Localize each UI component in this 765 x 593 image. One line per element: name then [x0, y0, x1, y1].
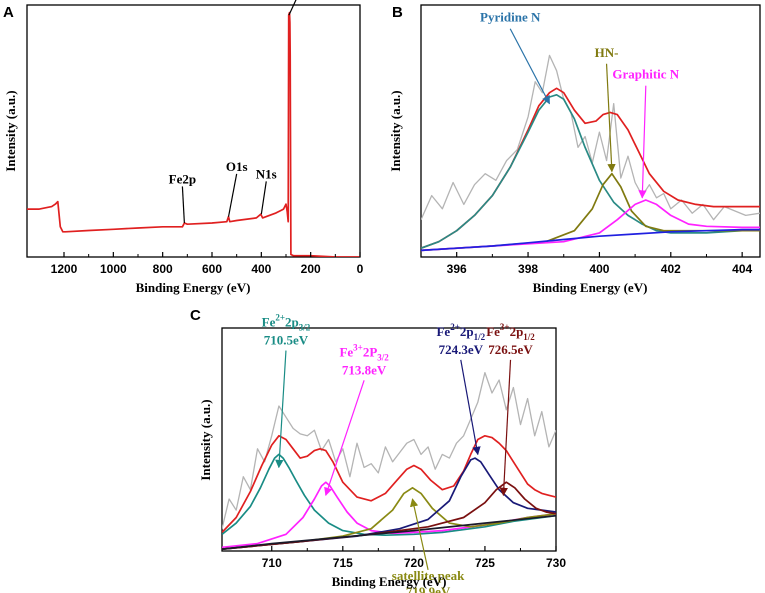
- annotation-pointer: [275, 350, 287, 469]
- annotation-pointer: [409, 498, 429, 570]
- annotation-label: Fe3+2P3/2: [339, 342, 389, 362]
- series-line-satellite: [222, 486, 556, 550]
- annotation-label: Fe2+2p3/2: [262, 313, 311, 333]
- x-tick-label: 715: [333, 556, 353, 570]
- annotation-pointer: [260, 181, 267, 215]
- series-line-raw-data: [421, 54, 760, 221]
- series-line-hn-: [421, 172, 760, 252]
- annotation-label: Pyridine N: [480, 10, 541, 25]
- x-axis-title: Binding Energy (eV): [332, 574, 447, 589]
- y-axis-title: Intensity (a.u.): [388, 90, 403, 171]
- annotation-label: HN-: [595, 45, 619, 60]
- series-line-graphitic-n: [421, 199, 760, 252]
- x-tick-label: 1200: [51, 262, 78, 276]
- x-tick-label: 725: [475, 556, 495, 570]
- series-line-baseline: [222, 514, 556, 550]
- plot-frame: [26, 4, 361, 258]
- annotation-label: Fe3+2p1/2: [486, 322, 535, 342]
- panel-label-a: A: [3, 4, 14, 21]
- annotation-label: satellite peak: [392, 568, 465, 583]
- x-tick-label: 402: [661, 262, 681, 276]
- y-axis-title: Intensity (a.u.): [3, 90, 18, 171]
- annotation-label: Fe2+2p1/2: [436, 322, 485, 342]
- annotation-pointer: [460, 359, 481, 456]
- panel-label-b: B: [392, 4, 403, 21]
- x-axis-title: Binding Energy (eV): [136, 280, 251, 295]
- annotation-value: 724.3eV: [439, 342, 484, 357]
- x-tick-label: 0: [357, 262, 364, 276]
- n1s-spectrum-panel: 396 398 400 402 404 Pyridine N HN- Graphitic N…: [388, 4, 761, 295]
- series-line-baseline: [421, 228, 760, 252]
- annotation-pointer: [324, 380, 365, 497]
- x-tick-label: 720: [404, 556, 424, 570]
- series-line-fe3-2p3-2: [222, 481, 556, 549]
- annotation-value: 713.8eV: [342, 362, 387, 377]
- x-tick-label: 404: [732, 262, 752, 276]
- annotation-pointer: [288, 0, 297, 16]
- annotation-pointer: [509, 28, 550, 105]
- x-axis-title: Binding Energy (eV): [533, 280, 648, 295]
- annotation-pointer: [227, 173, 238, 217]
- annotation-pointer: [605, 63, 616, 173]
- series-line-fe2-2p3-2: [222, 453, 556, 537]
- x-tick-label: 400: [251, 262, 271, 276]
- panel-label-c: C: [190, 307, 201, 324]
- annotation-value: 719.9eV: [406, 584, 451, 593]
- series-line-fe2-2p1-2: [222, 457, 556, 550]
- x-tick-label: 398: [518, 262, 538, 276]
- plot-frame: [221, 327, 557, 552]
- x-tick-label: 600: [202, 262, 222, 276]
- x-tick-label: 200: [301, 262, 321, 276]
- series-line-survey: [27, 11, 360, 257]
- annotation-value: 726.5eV: [488, 342, 533, 357]
- y-axis-title: Intensity (a.u.): [198, 399, 213, 480]
- annotation-pointer: [181, 186, 185, 224]
- x-tick-label: 400: [589, 262, 609, 276]
- series-line-raw-data: [222, 371, 556, 529]
- annotation-label: N1s: [256, 166, 277, 181]
- annotation-label: Fe2p: [169, 171, 196, 186]
- plot-frame: [420, 4, 761, 258]
- annotation-label: Graphitic N: [612, 67, 679, 82]
- x-tick-label: 800: [153, 262, 173, 276]
- series-line-envelope: [222, 434, 556, 533]
- x-tick-label: 396: [447, 262, 467, 276]
- x-tick-label: 710: [262, 556, 282, 570]
- x-tick-label: 1000: [100, 262, 127, 276]
- annotation-value: 710.5eV: [264, 333, 309, 348]
- series-line-envelope: [421, 87, 760, 249]
- x-tick-label: 730: [546, 556, 566, 570]
- annotation-pointer: [499, 359, 512, 497]
- annotation-label: O1s: [226, 159, 248, 174]
- series-line-pyridine-n: [421, 93, 760, 249]
- annotation-pointer: [638, 85, 647, 199]
